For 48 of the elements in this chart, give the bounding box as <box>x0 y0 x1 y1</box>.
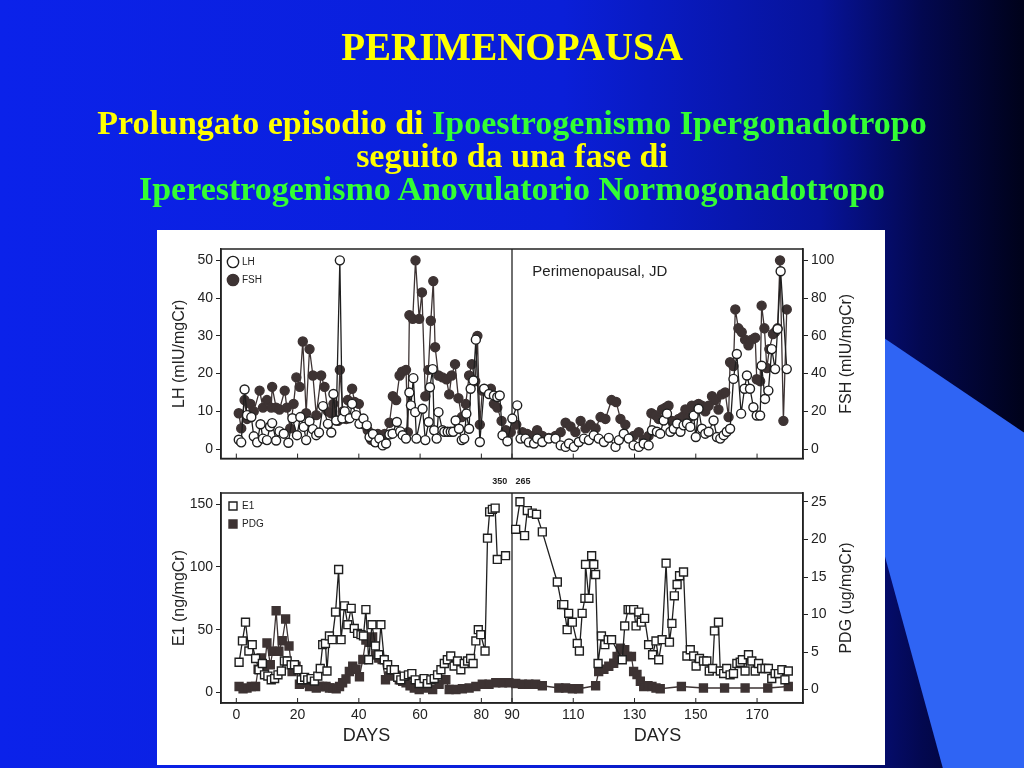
y-axis-title: E1 (ng/mgCr) <box>170 549 188 647</box>
x-axis-title: DAYS <box>342 724 391 745</box>
y-axis-title: LH (mIU/mgCr) <box>170 299 188 409</box>
y-tick-label: 100 <box>189 557 214 574</box>
y-tick-label: 10 <box>197 402 214 419</box>
y2-tick-label: 60 <box>811 326 827 343</box>
y2-tick-label: 0 <box>811 440 819 457</box>
x-tick-label: 40 <box>351 706 367 723</box>
annotation: Perimenopausal, JD <box>532 262 668 280</box>
y2-axis-title: PDG (ug/mgCr) <box>837 542 855 654</box>
x-tick-label: 150 <box>684 706 708 723</box>
y2-tick-label: 40 <box>811 364 827 381</box>
y-tick-label: 30 <box>197 326 214 343</box>
y2-tick-label: 15 <box>811 567 827 584</box>
x-tick-label: 20 <box>289 706 306 723</box>
x-tick-label: 0 <box>232 706 241 723</box>
text: DAYS <box>633 724 682 745</box>
x-tick-label: 80 <box>473 706 490 723</box>
legend-label: FSH <box>242 273 262 285</box>
y2-tick-label: 25 <box>811 492 827 509</box>
legend-label: E1 <box>242 499 255 511</box>
y2-tick-label: 80 <box>811 288 827 305</box>
y-tick-label: 40 <box>197 288 214 305</box>
y-tick-label: 50 <box>197 251 214 268</box>
text: 350 <box>492 476 508 487</box>
y2-axis-title: FSH (mIU/mgCr) <box>837 293 855 414</box>
y2-tick-label: 10 <box>811 605 827 622</box>
y2-tick-label: 100 <box>811 251 835 268</box>
y-tick-label: 150 <box>189 495 214 512</box>
y2-tick-label: 20 <box>811 402 827 419</box>
y2-tick-label: 5 <box>811 642 819 659</box>
x-tick-label: 60 <box>412 706 429 723</box>
y2-tick-label: 20 <box>811 530 827 547</box>
x-tick-label: 110 <box>562 706 585 723</box>
y-tick-label: 0 <box>205 440 214 457</box>
x-tick-label: 170 <box>745 706 769 723</box>
y-tick-label: 50 <box>197 620 214 637</box>
y-tick-label: 0 <box>205 683 214 700</box>
y-tick-label: 20 <box>197 364 214 381</box>
y2-tick-label: 0 <box>811 680 819 697</box>
x-tick-label: 90 <box>504 706 520 723</box>
legend-label: PDG <box>242 517 264 529</box>
text: Ipoestrogenismo Ipergonadotropo <box>432 104 927 141</box>
text: 265 <box>515 476 531 487</box>
chart-title: PERIMENOPAUSA <box>340 24 684 70</box>
x-tick-label: 130 <box>622 706 647 723</box>
text: Prolungato episodio di <box>97 104 424 141</box>
legend-label: LH <box>242 255 255 267</box>
